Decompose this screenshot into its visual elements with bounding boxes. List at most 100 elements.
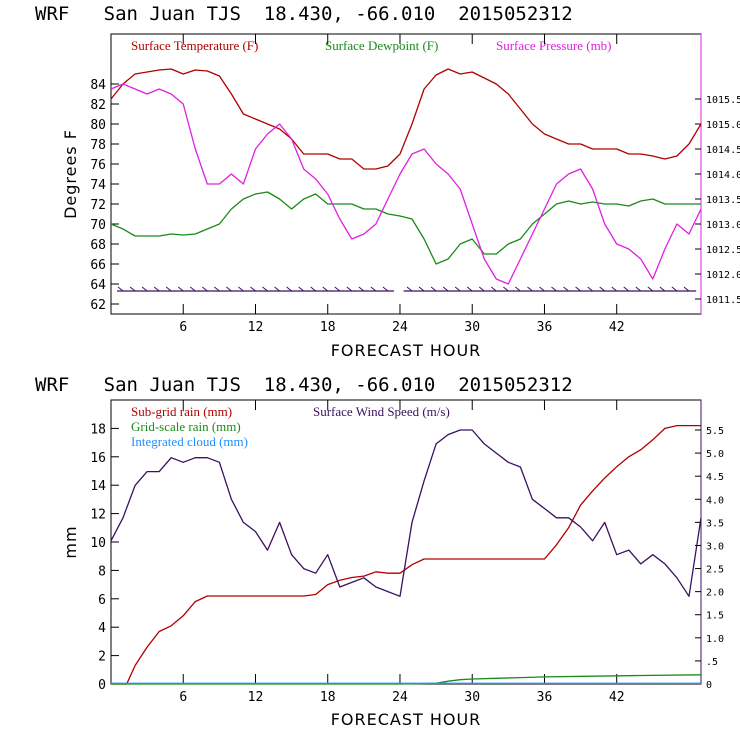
chart-1-x-tick-label: 6 xyxy=(179,320,187,335)
chart-2-right-tick-label: 5.0 xyxy=(706,449,724,460)
chart-2-y-tick-label: 4 xyxy=(98,621,106,636)
chart-1-x-axis-label: FORECAST HOUR xyxy=(331,341,482,360)
chart-1-wind-barb xyxy=(563,286,569,292)
chart-1-wind-barb xyxy=(587,286,593,292)
chart-1-legend-temperature: Surface Temperature (F) xyxy=(131,38,258,53)
chart-1-wind-barb xyxy=(310,286,317,292)
chart-2-series-line-surface-wind-speed xyxy=(110,429,702,597)
chart-2-x-tick-label: 36 xyxy=(537,690,553,705)
chart-2-title: WRF San Juan TJS 18.430, -66.010 2015052… xyxy=(35,374,573,396)
chart-1-series-line-surface-dewpoint xyxy=(110,191,701,265)
chart-1-wind-barb xyxy=(503,286,509,292)
chart-1-wind-barb xyxy=(262,286,268,292)
chart-2-right-tick-label: 3.0 xyxy=(706,541,724,552)
chart-1-y-tick-label: 74 xyxy=(90,178,106,193)
chart-1-x-tick-label: 42 xyxy=(609,320,625,335)
chart-1-x-tick-label: 24 xyxy=(392,320,408,335)
chart-1-wind-barb xyxy=(683,286,690,292)
chart-2-x-tick-label: 18 xyxy=(320,690,336,705)
chart-1-legend-dewpoint: Surface Dewpoint (F) xyxy=(325,38,438,53)
chart-1-wind-barb xyxy=(189,286,196,292)
chart-1-series xyxy=(110,68,702,292)
chart-1-wind-barb xyxy=(611,286,618,292)
chart-2-x-tick-label: 42 xyxy=(609,690,625,705)
chart-2-right-tick-label: 2.5 xyxy=(706,565,724,576)
chart-2-legend-gridscale-rain: Grid-scale rain (mm) xyxy=(131,419,241,434)
chart-1-x-tick-label: 18 xyxy=(320,320,336,335)
chart-1-right-tick-label: 1013.5 xyxy=(706,195,740,206)
chart-1-wind-barb xyxy=(214,286,220,292)
chart-1-y-tick-label: 76 xyxy=(90,158,106,173)
chart-1-ticks: 6 12 18 24 30 36 42 62 64 66 68 70 72 74 76 78 80 82 84 101… xyxy=(90,34,740,335)
chart-1-series-line-surface-pressure xyxy=(110,83,702,285)
chart-1-right-tick-label: 1013.0 xyxy=(706,220,740,231)
chart-1-right-tick-label: 1015.5 xyxy=(706,95,740,106)
chart-1-y-tick-label: 82 xyxy=(90,98,106,113)
chart-1-wind-barb xyxy=(478,286,485,292)
chart-2-right-tick-label: 2.0 xyxy=(706,588,724,599)
chart-1-right-tick-label: 1012.5 xyxy=(706,245,740,256)
chart-1-wind-barb xyxy=(527,286,533,292)
chart-1-wind-barb xyxy=(599,286,605,292)
chart-2-x-tick-label: 12 xyxy=(248,690,264,705)
chart-1-right-tick-label: 1014.5 xyxy=(706,145,740,156)
chart-2-y-tick-label: 0 xyxy=(98,678,106,693)
chart-1-wind-barb xyxy=(442,286,449,292)
chart-1-legend-pressure: Surface Pressure (mb) xyxy=(496,38,612,53)
chart-1-wind-barb xyxy=(551,286,557,292)
chart-1-wind-barb xyxy=(177,286,184,292)
chart-2-x-tick-label: 6 xyxy=(179,690,187,705)
chart-1-wind-barb xyxy=(202,286,208,292)
chart-2-y-tick-label: 12 xyxy=(90,508,106,523)
chart-1-wind-barb xyxy=(430,286,437,292)
chart-2-x-tick-label: 24 xyxy=(392,690,408,705)
chart-1-wind-barb xyxy=(659,286,666,292)
chart-2-y-tick-label: 6 xyxy=(98,593,106,608)
chart-1-wind-barb xyxy=(250,286,256,292)
chart-2-y-tick-label: 14 xyxy=(90,479,106,494)
chart-2-legend-subgrid-rain: Sub-grid rain (mm) xyxy=(131,404,232,419)
chart-2-right-tick-label: 4.5 xyxy=(706,472,724,483)
chart-1-plot-frame xyxy=(110,33,702,315)
chart-panel-1: WRF San Juan TJS 18.430, -66.010 2015052… xyxy=(35,3,740,360)
chart-1-x-tick-label: 12 xyxy=(248,320,264,335)
chart-1-wind-barb xyxy=(129,286,136,292)
chart-1-wind-barb xyxy=(370,286,377,292)
chart-1-wind-barb xyxy=(466,286,473,292)
chart-1-wind-barb xyxy=(490,286,497,292)
chart-2-right-tick-label: 0 xyxy=(706,680,712,691)
chart-2-y-tick-label: 18 xyxy=(90,422,106,437)
chart-2-right-tick-label: 3.5 xyxy=(706,518,724,529)
chart-1-wind-barb xyxy=(515,286,521,292)
chart-1-wind-barb xyxy=(286,286,292,292)
chart-1-right-tick-label: 1014.0 xyxy=(706,170,740,181)
chart-2-y-tick-label: 10 xyxy=(90,536,106,551)
chart-1-wind-barb xyxy=(635,286,642,292)
chart-1-y-tick-label: 66 xyxy=(90,258,106,273)
chart-1-x-tick-label: 36 xyxy=(537,320,553,335)
chart-2-legend-wind-speed: Surface Wind Speed (m/s) xyxy=(313,404,450,419)
chart-1-wind-barb xyxy=(575,286,581,292)
chart-2-y-axis-label: mm xyxy=(61,525,80,558)
chart-1-wind-barb xyxy=(406,286,413,292)
chart-2-right-tick-label: 5.5 xyxy=(706,426,724,437)
chart-1-wind-barb xyxy=(322,286,329,292)
chart-1-right-tick-label: 1011.5 xyxy=(706,295,740,306)
chart-1-y-tick-label: 68 xyxy=(90,238,106,253)
chart-1-wind-barb xyxy=(539,286,545,292)
chart-1-y-tick-label: 72 xyxy=(90,198,106,213)
chart-1-wind-barb xyxy=(153,286,160,292)
chart-1-wind-barb xyxy=(418,286,425,292)
chart-1-title: WRF San Juan TJS 18.430, -66.010 2015052… xyxy=(35,3,573,25)
chart-1-y-tick-label: 80 xyxy=(90,118,106,133)
chart-2-right-tick-label: 4.0 xyxy=(706,495,724,506)
chart-2-series-line-sub-grid-rain xyxy=(111,424,701,685)
chart-2-ticks: 6 12 18 24 30 36 420246810121416180.51.01.52.0… xyxy=(90,400,724,705)
chart-1-right-tick-label: 1015.0 xyxy=(706,120,740,131)
chart-1-wind-barb xyxy=(298,286,304,292)
chart-1-wind-barb xyxy=(165,286,172,292)
chart-2-series-line-grid-scale-rain xyxy=(111,674,702,685)
chart-1-wind-barb xyxy=(382,286,389,292)
chart-2-series xyxy=(110,424,702,685)
